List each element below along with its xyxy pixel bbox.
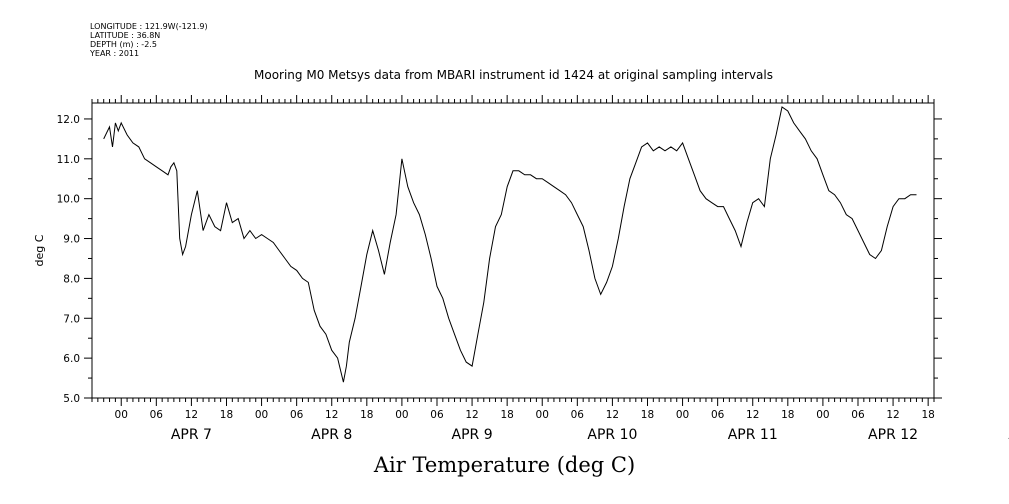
x-hour-label: 00: [536, 409, 549, 421]
plot-frame: [91, 102, 935, 399]
x-hour-label: 18: [500, 409, 513, 421]
x-hour-label: 12: [465, 409, 478, 421]
x-hour-label: 06: [711, 409, 725, 421]
y-axis-label: deg C: [33, 234, 46, 266]
x-hour-label: 00: [255, 409, 268, 421]
y-tick-label: 12.0: [57, 114, 80, 126]
x-hour-label: 06: [290, 409, 304, 421]
x-day-label: APR 9: [452, 427, 493, 443]
chart-title: Mooring M0 Metsys data from MBARI instru…: [254, 68, 773, 82]
x-hour-label: 06: [571, 409, 585, 421]
x-hour-label: 18: [641, 409, 654, 421]
x-hour-label: 12: [606, 409, 619, 421]
x-day-label: APR 10: [587, 427, 637, 443]
y-tick-label: 6.0: [63, 353, 80, 365]
y-tick-label: 5.0: [63, 393, 80, 405]
x-hour-label: 18: [360, 409, 373, 421]
x-hour-label: 12: [325, 409, 338, 421]
y-tick-label: 7.0: [63, 313, 80, 325]
depth-text: DEPTH (m) : -2.5: [90, 40, 157, 49]
longitude-text: LONGITUDE : 121.9W(-121.9): [90, 22, 208, 31]
x-hour-label: 12: [746, 409, 759, 421]
variable-title: Air Temperature (deg C): [373, 453, 636, 477]
y-tick-label: 9.0: [63, 234, 80, 246]
x-hour-label: 18: [781, 409, 794, 421]
x-hour-label: 18: [220, 409, 233, 421]
x-day-label: APR 12: [868, 427, 918, 443]
year-text: YEAR : 2011: [90, 49, 140, 58]
x-day-label: APR 7: [171, 427, 212, 443]
x-day-label: APR 8: [311, 427, 352, 443]
x-hour-label: 00: [676, 409, 689, 421]
y-tick-label: 8.0: [63, 273, 80, 285]
x-day-label: APR 11: [728, 427, 778, 443]
latitude-text: LATITUDE : 36.8N: [90, 31, 161, 40]
x-hour-label: 00: [395, 409, 408, 421]
x-hour-label: 12: [185, 409, 198, 421]
y-tick-label: 10.0: [57, 194, 80, 206]
y-tick-label: 11.0: [57, 154, 80, 166]
x-hour-label: 00: [816, 409, 829, 421]
x-hour-label: 06: [150, 409, 164, 421]
metadata-block: LONGITUDE : 121.9W(-121.9) LATITUDE : 36…: [90, 22, 208, 58]
x-hour-label: 12: [886, 409, 899, 421]
x-hour-label: 06: [430, 409, 444, 421]
x-hour-label: 18: [921, 409, 934, 421]
x-hour-label: 00: [115, 409, 128, 421]
x-hour-label: 06: [851, 409, 865, 421]
series-line: [103, 106, 917, 383]
